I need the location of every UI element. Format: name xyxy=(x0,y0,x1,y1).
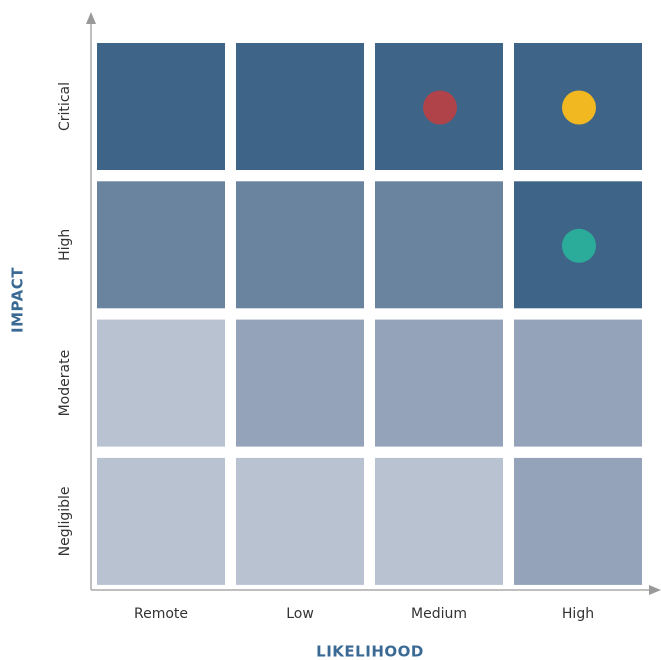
matrix-cell xyxy=(375,457,503,585)
column-label: Remote xyxy=(134,606,188,622)
column-label: Low xyxy=(286,606,314,622)
risk-marker xyxy=(423,90,457,125)
matrix-cell xyxy=(236,181,364,309)
risk-marker xyxy=(562,228,596,263)
row-label: Moderate xyxy=(57,350,73,417)
matrix-cell xyxy=(97,43,225,170)
row-label: Critical xyxy=(57,82,73,131)
y-axis-arrow xyxy=(86,12,96,24)
matrix-cell xyxy=(236,43,364,170)
risk-marker xyxy=(562,90,596,125)
matrix-cell xyxy=(375,319,503,447)
column-label: High xyxy=(562,606,594,622)
x-axis-arrow xyxy=(649,585,661,595)
y-axis-title: IMPACT xyxy=(9,267,27,333)
row-label: Negligible xyxy=(57,486,73,556)
matrix-cell xyxy=(514,457,642,585)
matrix-cell xyxy=(97,319,225,447)
matrix-cell xyxy=(236,319,364,447)
matrix-cell xyxy=(236,457,364,585)
matrix-cell xyxy=(97,181,225,309)
x-axis-title: LIKELIHOOD xyxy=(316,643,424,660)
matrix-cell xyxy=(375,181,503,309)
row-label: High xyxy=(57,229,73,261)
column-label: Medium xyxy=(411,606,467,622)
matrix-cell xyxy=(514,319,642,447)
matrix-cell xyxy=(97,457,225,585)
